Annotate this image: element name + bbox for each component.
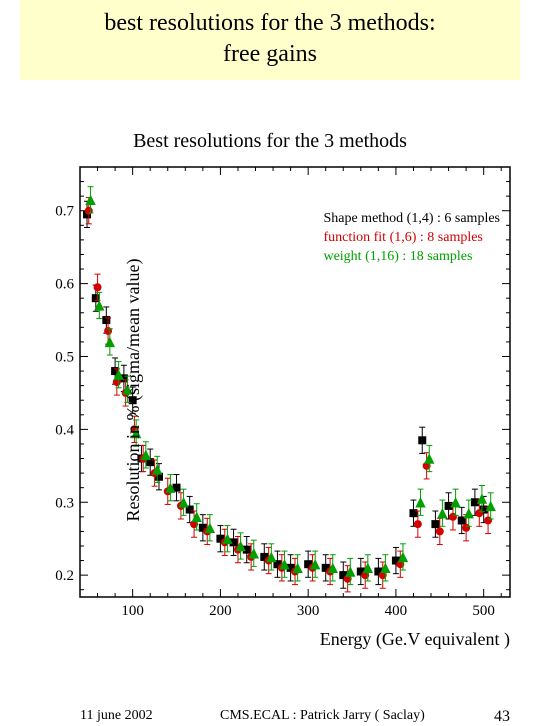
y-axis-label: Resolution in % (sigma/mean value) [123, 259, 144, 522]
title-banner: best resolutions for the 3 methods: free… [20, 0, 520, 80]
chart-title: Best resolutions for the 3 methods [10, 130, 530, 153]
svg-text:0.3: 0.3 [55, 496, 74, 512]
footer-date: 11 june 2002 [80, 708, 153, 724]
svg-text:0.7: 0.7 [55, 204, 74, 220]
footer-center: CMS.ECAL : Patrick Jarry ( Saclay) [220, 708, 425, 724]
svg-text:0.5: 0.5 [55, 350, 74, 366]
legend-weight: weight (1,16) : 18 samples [323, 248, 500, 267]
svg-text:400: 400 [385, 603, 408, 619]
x-axis-label: Energy (Ge.V equivalent ) [10, 629, 530, 650]
footer-page: 43 [494, 708, 510, 726]
legend-shape: Shape method (1,4) : 6 samples [323, 210, 500, 229]
chart-legend: Shape method (1,4) : 6 samples function … [323, 210, 500, 267]
svg-text:0.6: 0.6 [55, 277, 74, 293]
banner-line-2: free gains [40, 39, 500, 70]
svg-text:0.2: 0.2 [55, 569, 74, 585]
svg-text:200: 200 [209, 603, 232, 619]
banner-line-1: best resolutions for the 3 methods: [40, 8, 500, 39]
svg-text:0.4: 0.4 [55, 423, 74, 439]
legend-func: function fit (1,6) : 8 samples [323, 229, 500, 248]
chart-area: Best resolutions for the 3 methods Resol… [10, 130, 530, 650]
svg-text:100: 100 [121, 603, 144, 619]
svg-text:300: 300 [297, 603, 320, 619]
svg-text:500: 500 [472, 603, 495, 619]
